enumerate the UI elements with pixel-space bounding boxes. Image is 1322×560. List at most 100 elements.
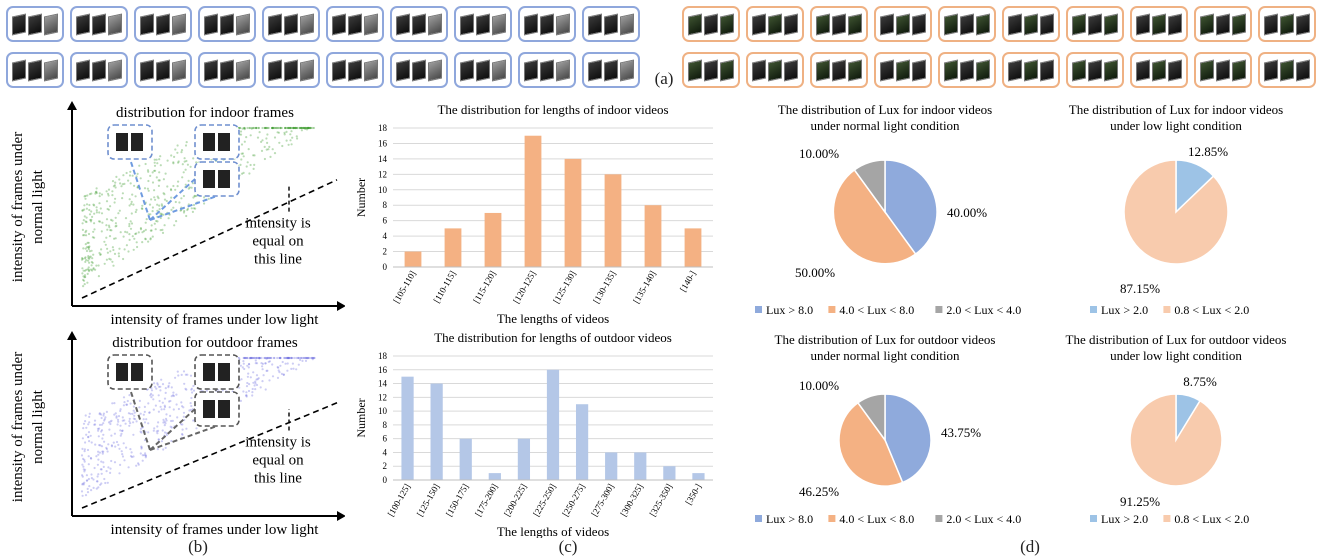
scatter-point	[135, 464, 138, 467]
scatter-point	[272, 126, 275, 130]
sample-frame	[116, 363, 128, 381]
scatter-point	[97, 275, 100, 278]
scatter-point	[299, 126, 302, 130]
scatter-point	[139, 430, 142, 433]
scatter-point	[95, 206, 98, 209]
scatter-point	[165, 433, 168, 437]
scatter-point	[308, 126, 311, 130]
frame-image	[784, 13, 798, 36]
scatter-point	[258, 356, 261, 360]
scatter-point	[103, 262, 106, 265]
bar	[459, 438, 472, 480]
scatter-point	[292, 126, 296, 130]
scatter-point	[182, 370, 186, 373]
frame-image	[1296, 59, 1310, 82]
scatter-point	[153, 196, 156, 199]
scatter-point	[248, 363, 251, 366]
legend-swatch	[828, 515, 836, 522]
scatter-point	[121, 455, 125, 458]
scatter-point	[88, 193, 91, 196]
video-thumbnail	[874, 6, 932, 42]
scatter-point	[151, 206, 154, 209]
frame-image	[172, 59, 186, 82]
scatter-point	[83, 276, 86, 279]
scatter-point	[255, 383, 259, 387]
scatter-point	[98, 444, 101, 447]
scatter-point	[271, 126, 274, 130]
scatter-point	[121, 429, 124, 432]
scatter-point	[156, 425, 159, 428]
scatter-point	[120, 185, 123, 188]
scatter-point	[109, 229, 112, 232]
scatter-point	[203, 196, 206, 199]
scatter-point	[292, 126, 295, 130]
scatter-point	[133, 237, 136, 240]
scatter-point	[248, 356, 252, 360]
chart-title-line2: under normal light condition	[810, 118, 960, 133]
scatter-point	[181, 405, 184, 408]
scatter-point	[170, 386, 173, 389]
scatter-point	[144, 162, 147, 166]
scatter-point	[281, 144, 284, 148]
scatter-point	[311, 356, 315, 360]
scatter-point	[302, 126, 305, 130]
scatter-point	[85, 433, 88, 436]
scatter-point	[268, 356, 271, 360]
frame-image	[204, 59, 218, 82]
scatter-point	[246, 356, 249, 360]
scatter-point	[159, 389, 162, 392]
frame-image	[1104, 13, 1118, 36]
scatter-point	[88, 256, 91, 259]
scatter-point	[149, 237, 152, 240]
frame-image	[348, 59, 362, 82]
scatter-point	[120, 432, 123, 435]
scatter-point	[113, 461, 117, 464]
x-tick-label: [225-250]	[531, 482, 558, 518]
scatter-point	[309, 126, 313, 130]
frame-image	[492, 13, 506, 36]
scatter-point	[94, 192, 97, 195]
y-tick-label: 0	[383, 475, 388, 485]
scatter-point	[243, 140, 246, 143]
scatter-point	[98, 202, 101, 205]
scatter-point	[110, 444, 113, 447]
scatter-point	[181, 433, 184, 436]
scatter-point	[90, 457, 93, 460]
frame-image	[44, 59, 58, 82]
scatter-point	[124, 422, 127, 425]
scatter-point	[80, 454, 84, 457]
scatter-point	[271, 375, 275, 378]
scatter-point	[100, 193, 104, 196]
scatter-point	[264, 356, 267, 360]
scatter-point	[111, 194, 114, 197]
scatter-point	[131, 193, 134, 196]
scatter-point	[295, 368, 298, 371]
scatter-point	[107, 208, 110, 211]
scatter-point	[289, 126, 292, 130]
scatter-point	[292, 126, 295, 130]
scatter-point	[176, 151, 179, 154]
scatter-point	[273, 356, 276, 360]
scatter-point	[307, 126, 310, 130]
scatter-point	[102, 450, 105, 453]
x-tick-label: [100-125]	[386, 482, 413, 518]
scatter-point	[158, 399, 161, 403]
scatter-point	[191, 391, 194, 394]
legend-label: 4.0 < Lux < 8.0	[839, 512, 914, 526]
y-axis-label: intensity of frames under normal light	[10, 132, 46, 282]
scatter-point	[81, 222, 84, 225]
scatter-point	[189, 408, 192, 411]
scatter-point	[183, 209, 186, 213]
frame-image	[720, 59, 734, 82]
y-tick-label: 6	[383, 434, 388, 444]
scatter-point	[139, 177, 142, 180]
scatter-point	[296, 126, 299, 130]
scatter-point	[241, 366, 244, 369]
y-tick-label: 18	[378, 123, 388, 133]
scatter-point	[111, 180, 115, 183]
scatter-point	[97, 450, 100, 453]
scatter-point	[170, 395, 173, 398]
scatter-point	[129, 448, 132, 451]
scatter-title: distribution for indoor frames	[116, 105, 294, 121]
scatter-point	[261, 380, 264, 383]
